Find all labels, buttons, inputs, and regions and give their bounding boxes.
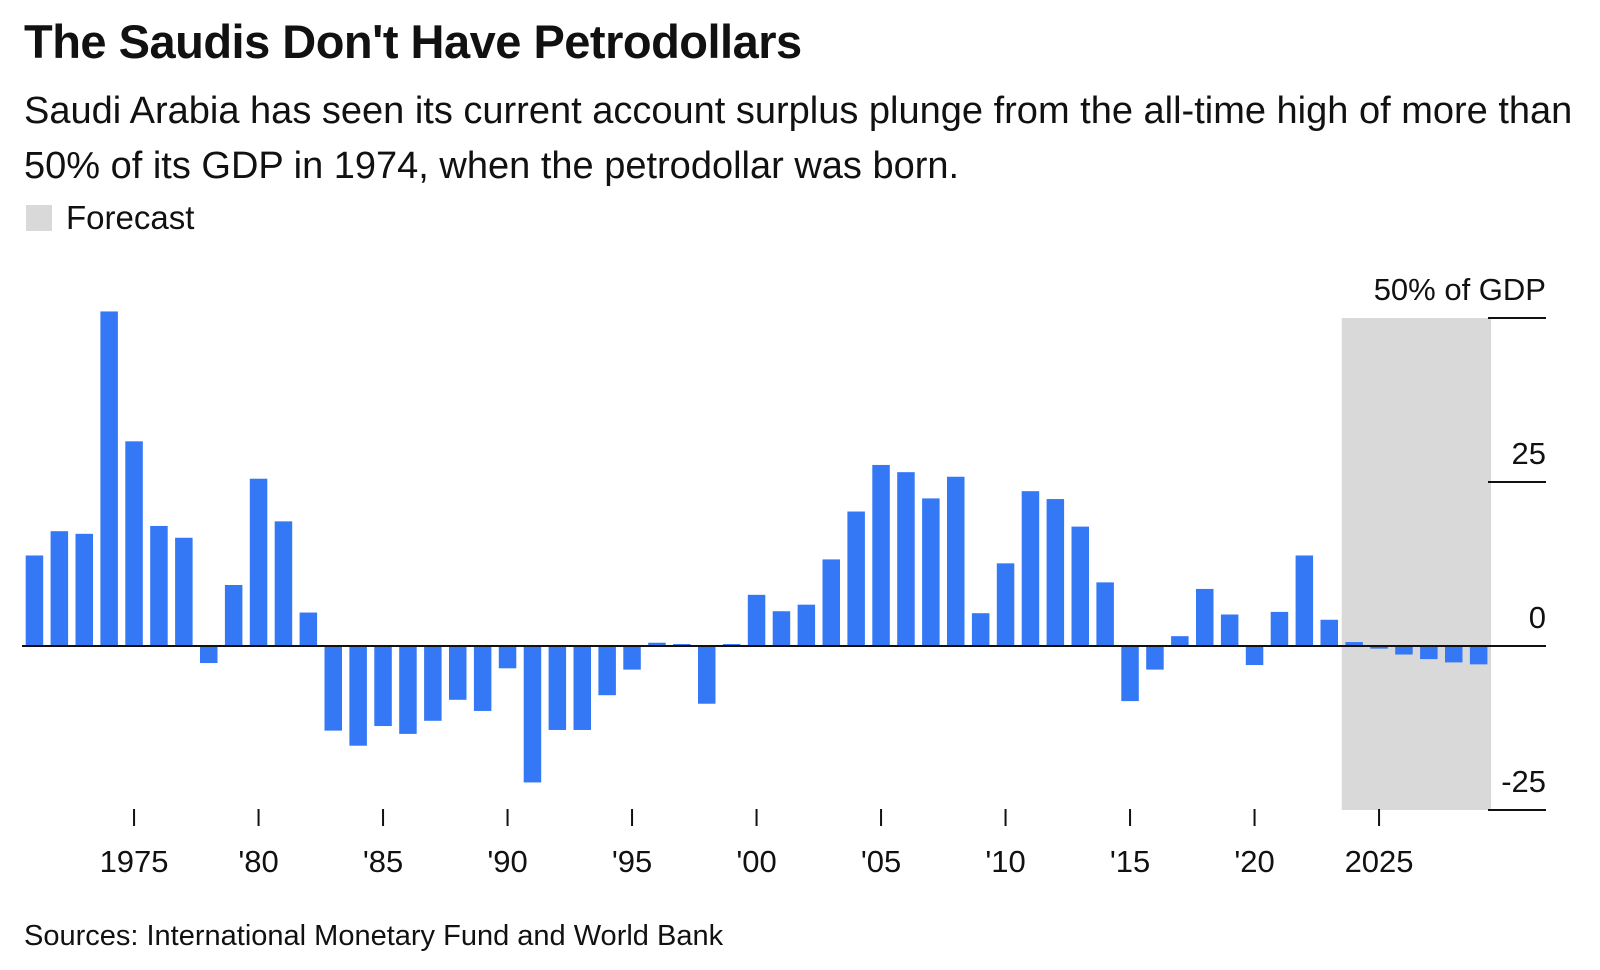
bar — [498, 646, 517, 669]
bar — [822, 559, 840, 646]
bar-layer — [25, 311, 1488, 783]
bar — [224, 584, 243, 646]
bar — [623, 646, 641, 670]
bar — [1171, 636, 1189, 646]
bar — [1320, 619, 1338, 646]
bar — [324, 646, 342, 731]
bar — [922, 498, 940, 646]
bar — [897, 472, 915, 646]
x-tick-label: 1975 — [100, 844, 169, 879]
bar — [1295, 555, 1314, 646]
x-tick-label: '05 — [861, 844, 901, 879]
y-tick-label: 50% of GDP — [1374, 272, 1546, 307]
bar — [648, 642, 666, 646]
x-tick-label: '85 — [363, 844, 403, 879]
bar — [747, 594, 766, 646]
forecast-region-layer — [1341, 318, 1492, 810]
y-tick-label: 0 — [1529, 600, 1546, 635]
x-tick-label: '00 — [736, 844, 776, 879]
bar — [1046, 499, 1065, 646]
bar — [1071, 526, 1089, 646]
y-tick-label: -25 — [1501, 764, 1546, 799]
forecast-swatch — [26, 205, 52, 231]
bar — [996, 563, 1015, 646]
bar — [150, 525, 168, 646]
x-tick-label: '95 — [612, 844, 652, 879]
x-tick-label: '10 — [985, 844, 1025, 879]
bar — [1345, 642, 1363, 646]
bar — [449, 646, 467, 700]
bar — [1445, 646, 1463, 663]
x-tick-label: 2025 — [1345, 844, 1414, 879]
bar — [698, 646, 716, 704]
legend: Forecast — [26, 198, 194, 238]
bar — [1121, 646, 1139, 702]
y-tick-label: 25 — [1512, 436, 1546, 471]
bar — [872, 464, 890, 646]
x-tick-label: '90 — [487, 844, 527, 879]
bar — [75, 533, 93, 646]
x-tick-label: '15 — [1110, 844, 1150, 879]
bar — [548, 646, 567, 730]
axis-layer: 50% of GDP 25 0 -25 1975 '80 '85 '90 '95 '00 '05 '1… — [22, 272, 1546, 879]
bar — [1395, 646, 1413, 655]
bar — [1146, 646, 1164, 670]
bar — [1469, 646, 1488, 665]
bar — [797, 604, 816, 646]
bar — [374, 646, 392, 727]
bar — [249, 478, 268, 646]
bar — [1220, 614, 1239, 646]
bar — [1245, 646, 1264, 666]
bar — [175, 537, 193, 646]
bar — [25, 555, 44, 646]
bar — [399, 646, 417, 734]
bar — [847, 511, 865, 646]
x-tick-label: '80 — [238, 844, 278, 879]
bar — [947, 476, 965, 646]
bar — [971, 613, 990, 646]
bar — [100, 311, 118, 646]
chart-title: The Saudis Don't Have Petrodollars — [24, 15, 802, 68]
bar — [1370, 646, 1388, 649]
x-tick-label: '20 — [1234, 844, 1274, 879]
bar — [424, 646, 442, 721]
bar — [1021, 491, 1040, 646]
bar — [523, 646, 542, 783]
legend-forecast-label: Forecast — [66, 199, 195, 236]
bar — [598, 646, 616, 696]
forecast-region — [1341, 318, 1492, 810]
bar — [125, 441, 143, 646]
bar — [1270, 611, 1289, 646]
chart-subtitle: Saudi Arabia has seen its current accoun… — [24, 90, 1573, 187]
bar — [573, 646, 591, 730]
bar — [200, 646, 218, 664]
bar — [772, 611, 791, 646]
y-gridline-layer — [1488, 317, 1546, 811]
bar — [1420, 646, 1438, 660]
bar — [349, 646, 367, 746]
bar — [50, 531, 69, 646]
bar — [1096, 582, 1114, 646]
source-note: Sources: International Monetary Fund and… — [24, 920, 724, 952]
bar — [274, 521, 293, 646]
bar — [1196, 588, 1214, 646]
bar — [473, 646, 492, 711]
bar — [299, 612, 318, 646]
